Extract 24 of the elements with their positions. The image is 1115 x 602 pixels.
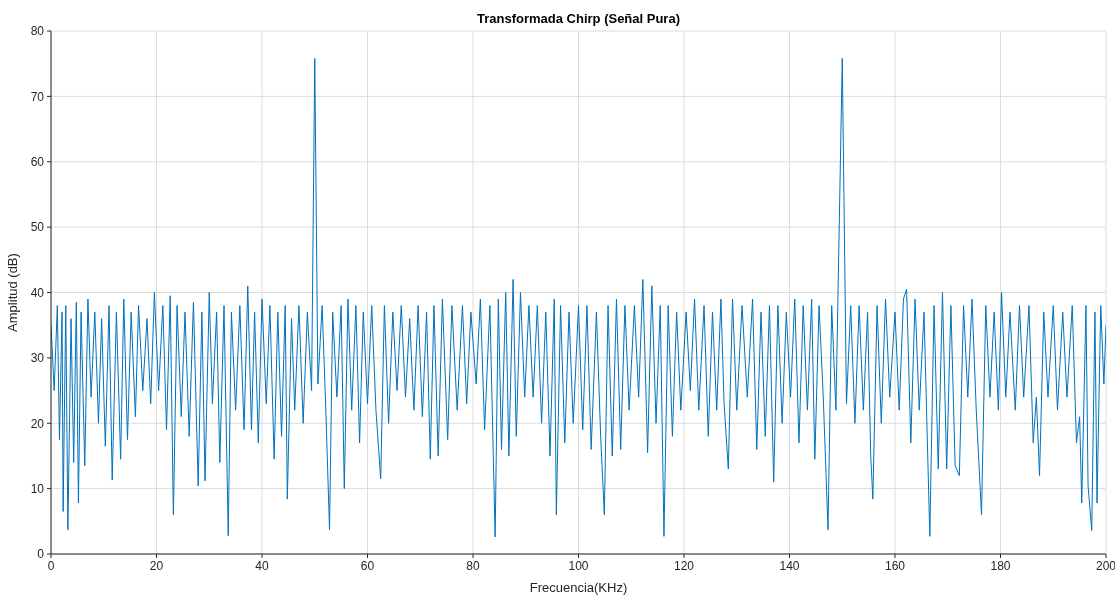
x-tick-label: 0	[47, 558, 55, 573]
x-axis-title: Frecuencia(KHz)	[529, 580, 628, 595]
line-series	[51, 57, 1106, 538]
x-tick-label: 60	[360, 558, 375, 573]
y-tick-label: 60	[30, 155, 45, 170]
chart-title: Transformada Chirp (Señal Pura)	[476, 11, 681, 26]
y-tick-label: 20	[30, 416, 45, 431]
x-tick-label: 100	[568, 558, 589, 573]
x-tick-label: 80	[466, 558, 480, 573]
y-tick-label: 10	[30, 481, 45, 496]
x-tick-label: 160	[884, 558, 906, 573]
y-tick-label: 30	[30, 351, 45, 366]
y-axis-title: Amplitud (dB)	[4, 253, 20, 332]
y-tick-label: 70	[30, 89, 45, 104]
x-tick-label: 120	[673, 558, 695, 573]
y-tick-label: 0	[37, 547, 45, 562]
y-tick-label: 50	[30, 220, 45, 235]
x-tick-label: 40	[255, 558, 269, 573]
x-tick-label: 200	[1095, 558, 1115, 573]
x-tick-label: 20	[149, 558, 164, 573]
x-tick-label: 140	[779, 558, 800, 573]
y-tick-label: 40	[30, 285, 45, 300]
x-tick-label: 180	[990, 558, 1011, 573]
y-tick-label: 80	[30, 24, 45, 39]
